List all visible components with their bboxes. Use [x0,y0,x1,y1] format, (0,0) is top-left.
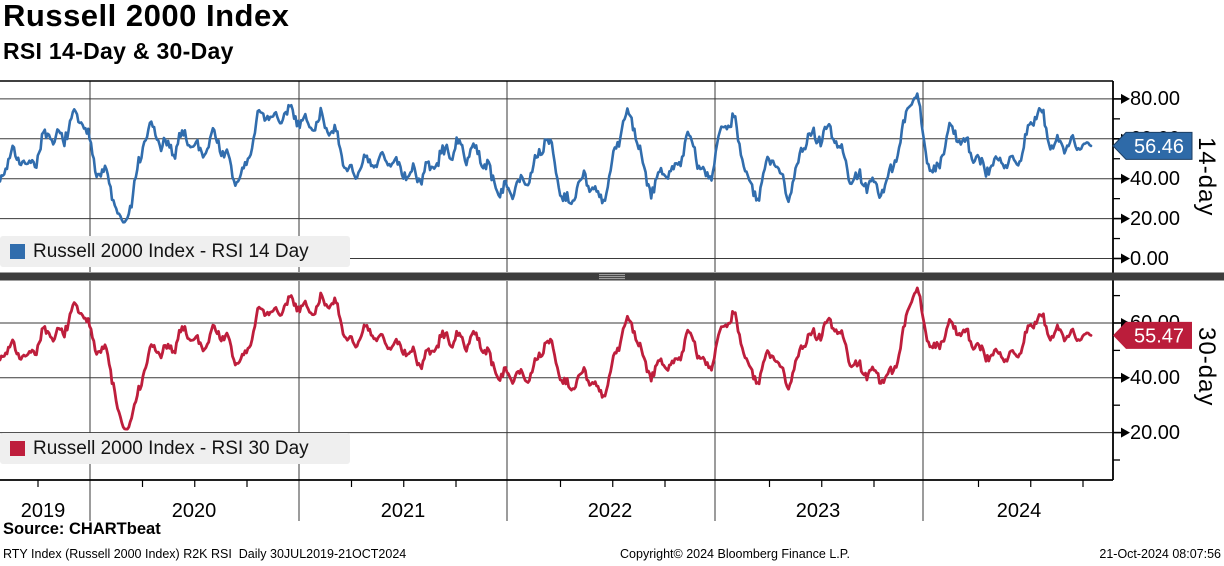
legend-label-rsi14: Russell 2000 Index - RSI 14 Day [33,240,309,262]
panel-splitter[interactable] [0,272,1224,281]
last-value-badge-rsi30: 55.47 [1113,321,1192,349]
footer-ticker-info: RTY Index (Russell 2000 Index) R2K RSI D… [3,547,407,561]
y-tick-arrow-icon [1121,372,1130,383]
y-axis-label: 40.00 [1130,367,1181,389]
legend-rsi30[interactable]: Russell 2000 Index - RSI 30 Day [0,433,350,464]
y-axis-label: 80.00 [1130,88,1181,110]
x-axis-year-label: 2022 [587,500,633,522]
x-axis-year-label: 2023 [795,500,841,522]
y-tick-arrow-icon [1121,427,1130,438]
y-tick-arrow-icon [1121,93,1130,104]
footer-timestamp: 21-Oct-2024 08:07:56 [1099,547,1221,561]
x-axis-year-label: 2021 [380,500,426,522]
footer-copyright: Copyright© 2024 Bloomberg Finance L.P. [620,547,850,561]
x-axis-year-label: 2020 [171,500,217,522]
y-axis-label: 0.00 [1130,248,1169,270]
legend-swatch-rsi30-icon [10,441,25,456]
page-title: Russell 2000 Index [3,0,290,33]
page-subtitle: RSI 14-Day & 30-Day [3,38,234,64]
panel-axis-title-30day: 30-day [1193,327,1220,407]
rsi14-line [0,92,1093,224]
x-axis-year-label: 2024 [996,500,1042,522]
last-value-badge-rsi14: 56.46 [1112,131,1193,160]
x-axis-year-label: 2019 [20,500,66,522]
y-axis-label: 20.00 [1130,422,1181,444]
y-axis-label: 40.00 [1130,168,1181,190]
legend-rsi14[interactable]: Russell 2000 Index - RSI 14 Day [0,236,350,267]
panel-axis-title-14day: 14-day [1193,137,1220,217]
y-tick-arrow-icon [1121,173,1130,184]
legend-label-rsi30: Russell 2000 Index - RSI 30 Day [33,437,309,459]
legend-swatch-rsi14-icon [10,244,25,259]
y-axis-label: 20.00 [1130,208,1181,230]
last-value-text-rsi30: 55.47 [1134,325,1184,347]
rsi30-line [0,286,1093,431]
last-value-text-rsi14: 56.46 [1134,136,1184,158]
y-tick-arrow-icon [1121,213,1130,224]
y-tick-arrow-icon [1121,253,1130,264]
source-line: Source: CHARTbeat [3,520,161,538]
